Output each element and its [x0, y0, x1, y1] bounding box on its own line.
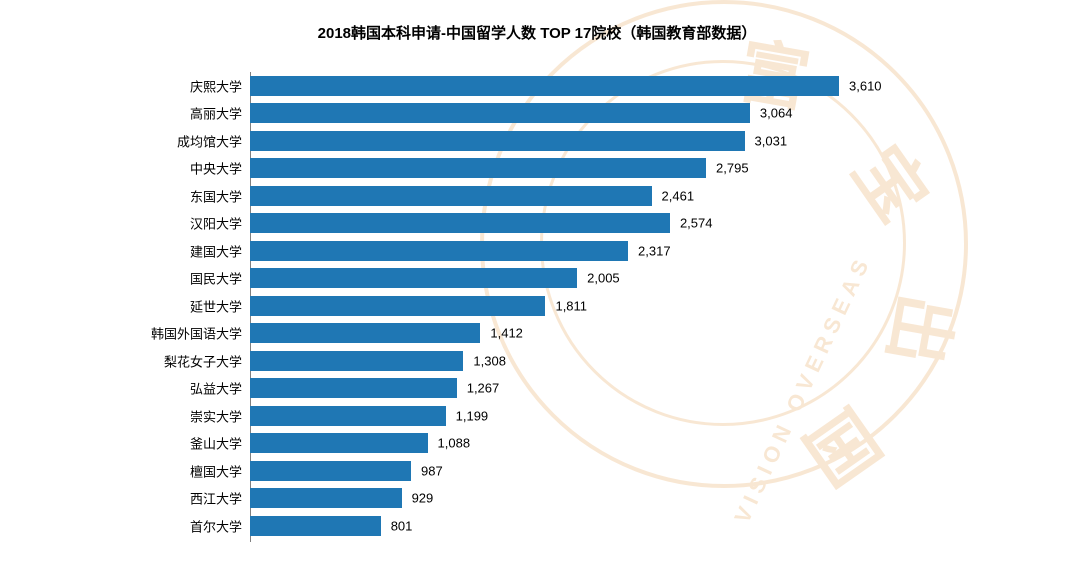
bar [250, 351, 463, 371]
category-label: 韩国外国语大学 [151, 324, 242, 343]
bar-row: 首尔大学801 [250, 512, 870, 540]
bar-row: 梨花女子大学1,308 [250, 347, 870, 375]
value-label: 1,308 [473, 353, 506, 368]
bar [250, 76, 839, 96]
chart-container: 富 宝 出 国 VISION OVERSEAS 2018韩国本科申请-中国留学人… [0, 0, 1074, 573]
bar-row: 国民大学2,005 [250, 265, 870, 293]
category-label: 崇实大学 [190, 406, 242, 425]
value-label: 2,317 [638, 243, 671, 258]
value-label: 3,064 [760, 106, 793, 121]
bar-row: 弘益大学1,267 [250, 375, 870, 403]
value-label: 929 [412, 491, 434, 506]
bar [250, 296, 545, 316]
bar [250, 213, 670, 233]
category-label: 釜山大学 [190, 434, 242, 453]
value-label: 3,610 [849, 78, 882, 93]
bar-row: 韩国外国语大学1,412 [250, 320, 870, 348]
value-label: 2,574 [680, 216, 713, 231]
value-label: 2,461 [662, 188, 695, 203]
value-label: 1,811 [555, 298, 587, 313]
bar-row: 釜山大学1,088 [250, 430, 870, 458]
bar [250, 241, 628, 261]
value-label: 1,199 [456, 408, 489, 423]
bar [250, 488, 402, 508]
value-label: 987 [421, 463, 443, 478]
bar [250, 433, 428, 453]
bar [250, 131, 745, 151]
category-label: 檀国大学 [190, 461, 242, 480]
bar [250, 323, 480, 343]
bar-row: 成均馆大学3,031 [250, 127, 870, 155]
category-label: 梨花女子大学 [164, 351, 242, 370]
bar-row: 建国大学2,317 [250, 237, 870, 265]
bar-row: 东国大学2,461 [250, 182, 870, 210]
bar-row: 高丽大学3,064 [250, 100, 870, 128]
category-label: 西江大学 [190, 489, 242, 508]
bar [250, 186, 652, 206]
category-label: 高丽大学 [190, 104, 242, 123]
category-label: 首尔大学 [190, 516, 242, 535]
bar-row: 西江大学929 [250, 485, 870, 513]
category-label: 延世大学 [190, 296, 242, 315]
value-label: 801 [391, 518, 413, 533]
bar-row: 崇实大学1,199 [250, 402, 870, 430]
value-label: 1,412 [490, 326, 523, 341]
bar [250, 516, 381, 536]
bar-row: 檀国大学987 [250, 457, 870, 485]
bar [250, 461, 411, 481]
category-label: 建国大学 [190, 241, 242, 260]
plot-area: 庆熙大学3,610高丽大学3,064成均馆大学3,031中央大学2,795东国大… [250, 72, 870, 542]
bar [250, 158, 706, 178]
value-label: 1,267 [467, 381, 500, 396]
bar-row: 汉阳大学2,574 [250, 210, 870, 238]
bar [250, 406, 446, 426]
category-label: 成均馆大学 [177, 131, 242, 150]
value-label: 3,031 [755, 133, 788, 148]
bar [250, 103, 750, 123]
bar-row: 中央大学2,795 [250, 155, 870, 183]
category-label: 庆熙大学 [190, 76, 242, 95]
watermark-text-cn-3: 出 [869, 287, 981, 373]
bar-row: 庆熙大学3,610 [250, 72, 870, 100]
category-label: 汉阳大学 [190, 214, 242, 233]
chart-title: 2018韩国本科申请-中国留学人数 TOP 17院校（韩国教育部数据） [0, 22, 1074, 43]
category-label: 国民大学 [190, 269, 242, 288]
bar [250, 378, 457, 398]
value-label: 1,088 [438, 436, 471, 451]
bar [250, 268, 577, 288]
category-label: 东国大学 [190, 186, 242, 205]
category-label: 中央大学 [190, 159, 242, 178]
category-label: 弘益大学 [190, 379, 242, 398]
value-label: 2,795 [716, 161, 749, 176]
value-label: 2,005 [587, 271, 620, 286]
bar-row: 延世大学1,811 [250, 292, 870, 320]
